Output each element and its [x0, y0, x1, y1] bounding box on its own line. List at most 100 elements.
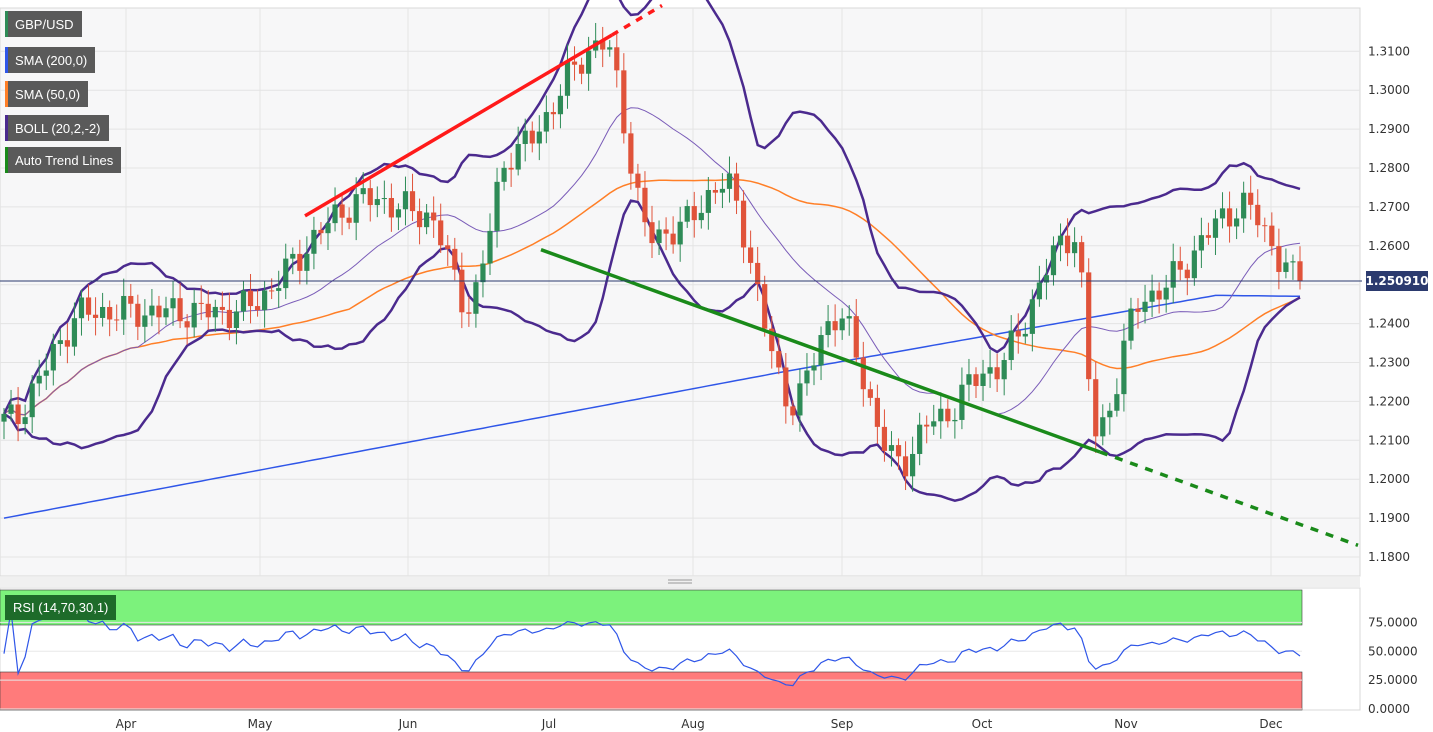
candle-body: [163, 308, 169, 318]
legend-rsi[interactable]: RSI (14,70,30,1): [5, 595, 117, 620]
legend-label: GBP/USD: [15, 16, 74, 32]
month-axis-label: Jul: [541, 717, 556, 731]
candle-body: [642, 187, 648, 223]
candle-body: [536, 131, 542, 144]
bollinger-upper-band: [2, 0, 1301, 415]
month-axis-label: Oct: [972, 717, 993, 731]
candle-body: [1241, 192, 1247, 219]
candle-body: [910, 453, 916, 477]
candle-body: [832, 321, 838, 331]
candle-body: [980, 373, 986, 387]
candle-body: [78, 297, 85, 319]
candle-body: [219, 306, 225, 310]
legend-sma200[interactable]: SMA (200,0): [5, 47, 96, 73]
candle-body: [1234, 218, 1240, 227]
support-trend-line[interactable]: [540, 248, 1101, 454]
candle-body: [853, 316, 859, 358]
candle-body: [755, 262, 761, 285]
legend-gbpusd[interactable]: GBP/USD: [5, 11, 82, 37]
candle-body: [649, 222, 655, 244]
candle-body: [1191, 250, 1197, 279]
candle-body: [1156, 290, 1162, 300]
candle-body: [276, 288, 282, 291]
candle-body: [917, 424, 923, 454]
candle-body: [1276, 246, 1282, 272]
candle-body: [783, 367, 789, 407]
legend-label: Auto Trend Lines: [15, 152, 114, 168]
candle-body: [515, 144, 521, 170]
candle-body: [1072, 242, 1078, 254]
candle-body: [1255, 204, 1261, 226]
price-axis-label: 1.2100: [1368, 433, 1410, 447]
candle-body: [684, 206, 690, 222]
candle-body: [15, 404, 21, 425]
candle-body: [445, 245, 451, 249]
legend-label: BOLL (20,2,-2): [15, 120, 101, 136]
month-axis-label: Sep: [831, 717, 854, 731]
price-panel[interactable]: [0, 7, 1361, 577]
candle-body: [691, 206, 697, 221]
candle-body: [8, 404, 14, 414]
splitter-grip-icon[interactable]: [668, 579, 692, 584]
rsi-overbought-zone: [0, 589, 1303, 626]
candle-body: [578, 64, 585, 74]
candle-body: [409, 191, 416, 212]
candle-body: [945, 408, 951, 422]
month-axis-label: Dec: [1259, 717, 1282, 731]
candle-body: [177, 298, 183, 322]
candle-body: [1043, 275, 1050, 283]
candle-body: [402, 191, 409, 210]
candle-body: [888, 445, 895, 451]
candle-body: [557, 95, 564, 115]
price-axis-label: 1.3000: [1368, 83, 1410, 97]
candle-body: [353, 194, 359, 223]
price-axis-label: 1.2800: [1368, 161, 1410, 175]
candle-body: [698, 212, 704, 221]
candle-body: [1198, 235, 1204, 251]
candle-body: [994, 367, 1000, 380]
candle-body: [677, 221, 683, 245]
legend-swatch: [5, 81, 8, 107]
candle-body: [1093, 379, 1099, 437]
current-price-value: 1.250910: [1365, 274, 1429, 288]
candle-body: [748, 247, 754, 263]
candle-body: [924, 424, 930, 427]
candle-body: [1283, 262, 1289, 272]
candle-body: [564, 61, 571, 96]
month-axis-label: May: [248, 717, 273, 731]
candle-body: [1057, 235, 1064, 246]
legend-bollinger[interactable]: BOLL (20,2,-2): [5, 115, 109, 141]
candle-body: [628, 133, 634, 174]
candle-body: [522, 130, 528, 145]
price-axis-label: 1.2900: [1368, 122, 1410, 136]
legend-sma50[interactable]: SMA (50,0): [5, 81, 89, 107]
candle-body: [938, 408, 944, 422]
candle-body: [1262, 225, 1268, 227]
rsi-line: [3, 610, 1301, 687]
candle-body: [1163, 287, 1169, 300]
candle-body: [346, 217, 352, 223]
candle-body: [416, 211, 423, 228]
candle-body: [318, 229, 324, 234]
candle-body: [128, 295, 134, 304]
candle-body: [135, 303, 141, 327]
candle-body: [705, 190, 711, 213]
candle-body: [529, 130, 535, 144]
candle-body: [1142, 301, 1148, 312]
candle-body: [825, 321, 831, 336]
candle-body: [874, 397, 880, 427]
candle-body: [719, 188, 726, 193]
candle-body: [459, 269, 465, 313]
candle-body: [1036, 282, 1042, 300]
candle-body: [712, 190, 718, 193]
candle-body: [635, 173, 641, 188]
legend-auto-trend-lines[interactable]: Auto Trend Lines: [5, 147, 122, 173]
candle-body: [29, 383, 35, 418]
candle-body: [121, 295, 127, 320]
candle-body: [860, 357, 866, 390]
resistance-trend-line[interactable]: [304, 33, 613, 218]
panel-splitter[interactable]: [0, 577, 1360, 587]
candle-body: [367, 188, 373, 206]
candle-body: [1212, 218, 1219, 238]
